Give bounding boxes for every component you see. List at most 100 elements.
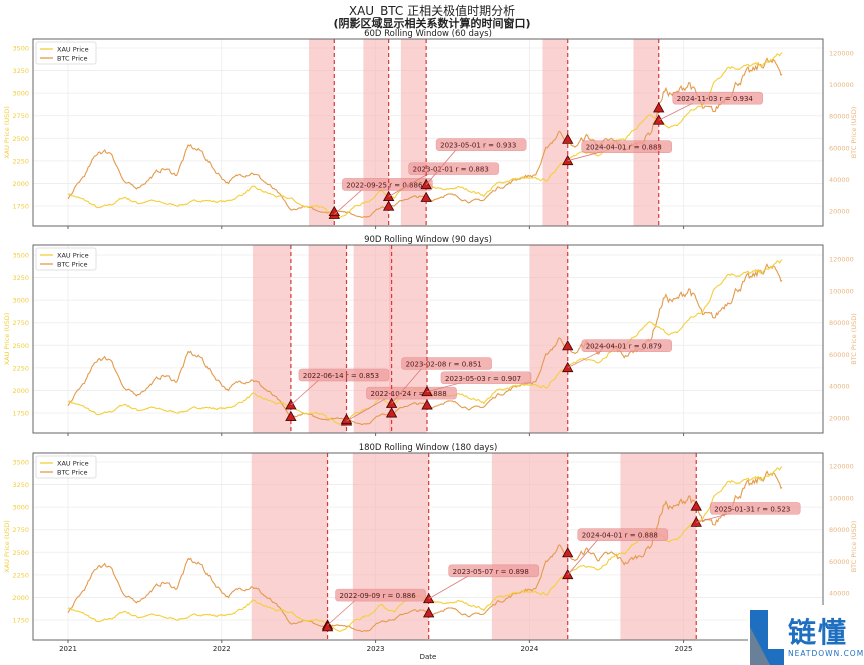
annotation-leader — [346, 397, 387, 422]
annotation-box — [577, 528, 669, 541]
annotation-box — [435, 138, 527, 151]
annotation-leader — [327, 599, 356, 626]
annotation-box — [401, 357, 492, 370]
y-left-tick-label: 2250 — [12, 571, 29, 579]
y-left-tick-label: 3250 — [12, 67, 29, 75]
annotation-label: 2022-09-09 r = 0.886 — [340, 592, 417, 600]
window-shade — [389, 245, 427, 433]
annotation-label: 2023-02-01 r = 0.883 — [413, 166, 489, 174]
y-left-tick-label: 2500 — [12, 342, 29, 350]
annotation-box — [581, 140, 673, 153]
panel-60d: 2022-09-25 r = 0.886 2023-02-01 r = 0.883… — [3, 29, 858, 229]
window-shade — [352, 453, 429, 640]
btc-marker-triangle — [382, 200, 395, 211]
y-right-tick-label: 60000 — [829, 144, 850, 152]
btc-marker-triangle — [321, 621, 334, 632]
y-left-tick-label: 3250 — [12, 481, 29, 489]
figure-title: XAU_BTC 正相关极值时期分析 — [348, 4, 516, 18]
y-right-tick-label: 100000 — [829, 287, 854, 295]
annotation-leader — [388, 173, 429, 197]
window-shade — [309, 39, 335, 226]
y-left-tick-label: 2500 — [12, 549, 29, 557]
annotation-label: 2025-01-31 r = 0.523 — [714, 505, 790, 513]
y-right-tick-label: 20000 — [829, 208, 850, 216]
y-left-axis-label: XAU Price (USD) — [3, 520, 11, 573]
legend-label: BTC Price — [57, 55, 88, 63]
x-tick-label: 2023 — [367, 645, 385, 653]
annotation-leader — [428, 575, 469, 600]
annotation-label: 2022-09-25 r = 0.886 — [346, 181, 423, 189]
y-right-tick-label: 60000 — [829, 351, 850, 359]
annotation-leader — [658, 102, 693, 121]
window-shade — [542, 39, 568, 226]
watermark-subtext: NEATDOWN.COM — [788, 649, 864, 658]
annotation-box — [335, 588, 426, 602]
legend-label: BTC Price — [57, 469, 88, 477]
panel-180d: 2022-09-09 r = 0.886 2023-05-07 r = 0.898… — [3, 443, 858, 661]
x-axis-label: Date — [420, 653, 437, 661]
y-left-axis-label: XAU Price (USD) — [3, 313, 11, 366]
btc-marker-triangle — [328, 205, 340, 217]
xau-marker-triangle — [653, 114, 665, 125]
y-right-tick-label: 40000 — [829, 383, 850, 391]
btc-marker-triangle — [420, 191, 432, 202]
legend-label: XAU Price — [57, 460, 89, 468]
annotation-label: 2022-10-24 r = 0.888 — [371, 390, 447, 398]
annotation-label: 2023-05-03 r = 0.907 — [445, 375, 521, 383]
window-shade — [620, 453, 697, 640]
annotation-label: 2023-05-07 r = 0.898 — [453, 568, 529, 576]
y-left-tick-label: 2000 — [12, 387, 29, 395]
panel-title: 180D Rolling Window (180 days) — [359, 443, 498, 453]
window-shade — [353, 245, 392, 433]
y-left-tick-label: 2250 — [12, 157, 29, 165]
y-right-axis-label: BTC Price (USD) — [850, 521, 858, 573]
panel-title: 60D Rolling Window (60 days) — [364, 29, 492, 39]
y-left-tick-label: 3500 — [12, 459, 29, 467]
window-shade — [308, 245, 347, 433]
btc-marker-triangle — [385, 407, 398, 418]
annotation-box — [440, 371, 532, 385]
axes-frame — [32, 244, 824, 434]
y-left-tick-label: 3000 — [12, 297, 29, 305]
y-left-tick-label: 2000 — [12, 594, 29, 602]
x-tick-label: 2021 — [59, 645, 77, 653]
annotation-leader — [696, 512, 731, 523]
annotation-box — [341, 178, 433, 191]
window-shade — [633, 39, 659, 226]
y-right-tick-label: 120000 — [829, 256, 854, 264]
btc-marker-triangle — [562, 133, 574, 144]
annotation-box — [709, 502, 801, 515]
y-left-tick-label: 1750 — [12, 617, 29, 625]
plot-area — [33, 39, 823, 226]
axes-frame — [32, 452, 824, 641]
annotation-leader — [567, 151, 602, 162]
legend-label: XAU Price — [57, 252, 89, 260]
y-left-tick-label: 2750 — [12, 526, 29, 534]
y-left-tick-label: 3000 — [12, 90, 29, 98]
window-shade — [400, 39, 427, 226]
y-left-tick-label: 3500 — [12, 252, 29, 260]
window-shade — [491, 453, 568, 640]
y-right-tick-label: 80000 — [829, 526, 850, 534]
y-left-tick-label: 3500 — [12, 45, 29, 53]
annotation-leader — [426, 382, 462, 393]
y-left-tick-label: 1750 — [12, 410, 29, 418]
btc-marker-triangle — [423, 607, 435, 618]
annotation-leader — [391, 368, 422, 404]
y-left-tick-label: 2750 — [12, 112, 29, 120]
y-right-tick-label: 80000 — [829, 319, 850, 327]
y-left-tick-label: 2000 — [12, 180, 29, 188]
annotation-leader — [567, 350, 602, 369]
y-right-axis-label: BTC Price (USD) — [850, 107, 858, 159]
watermark-text: 链懂 — [788, 616, 849, 649]
y-right-tick-label: 120000 — [829, 50, 854, 58]
annotation-label: 2024-04-01 r = 0.879 — [586, 343, 662, 351]
annotation-box — [408, 162, 499, 175]
annotation-label: 2024-04-01 r = 0.888 — [582, 532, 658, 540]
y-right-tick-label: 40000 — [829, 176, 850, 184]
annotation-box — [448, 564, 539, 578]
y-right-tick-label: 40000 — [829, 590, 850, 598]
y-left-tick-label: 3000 — [12, 504, 29, 512]
panel-90d: 2022-06-14 r = 0.853 2022-10-24 r = 0.888… — [3, 235, 858, 436]
x-tick-label: 2022 — [213, 645, 231, 653]
